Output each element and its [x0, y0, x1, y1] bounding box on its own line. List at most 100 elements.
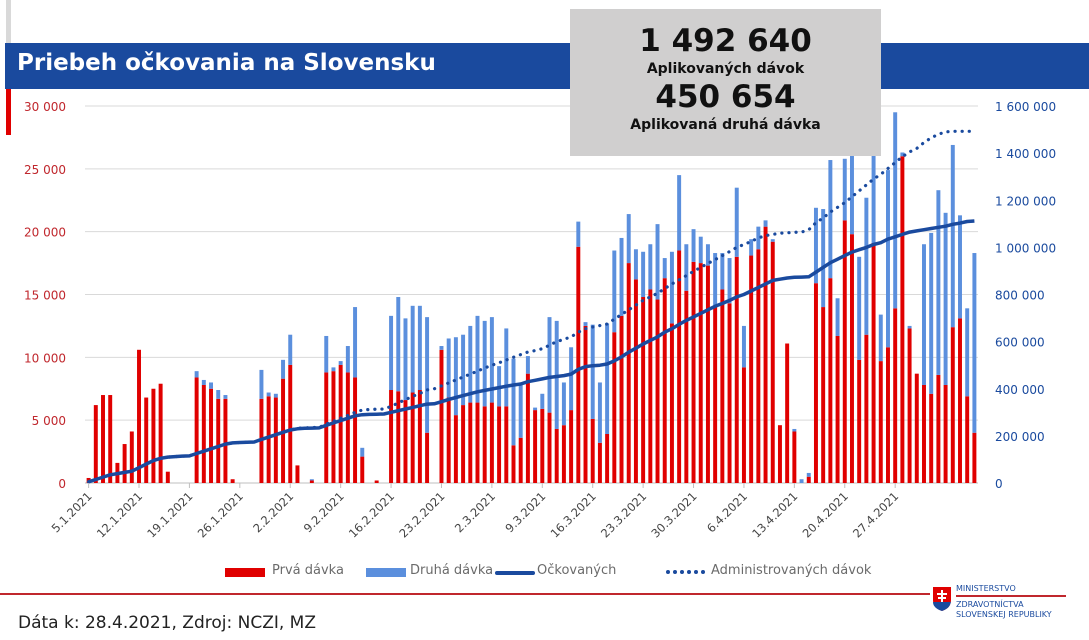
legend-swatch-second-dose [366, 568, 406, 577]
bar-second-dose [576, 221, 581, 247]
bar-first-dose [864, 334, 869, 483]
ministry-logo: MINISTERSTVO ZDRAVOTNÍCTVA SLOVENSKEJ RE… [930, 582, 1089, 619]
bar-second-dose [720, 253, 725, 290]
bar-second-dose [936, 190, 941, 375]
bar-second-dose [749, 239, 754, 256]
bar-second-dose [561, 382, 566, 426]
bar-first-dose [540, 408, 545, 483]
right-axis-tick-label: 600 000 [995, 336, 1045, 350]
total-doses-label: Aplikovaných dávok [646, 61, 805, 77]
left-axis-tick-label: 15 000 [24, 289, 66, 303]
bar-first-dose [972, 432, 977, 483]
bar-first-dose [194, 377, 199, 483]
bar-first-dose [410, 392, 415, 483]
logo-line-1: MINISTERSTVO [956, 584, 1016, 593]
right-axis-tick-label: 800 000 [995, 289, 1045, 303]
bar-first-dose [576, 246, 581, 483]
bar-second-dose [266, 392, 271, 397]
bar-first-dose [929, 393, 934, 483]
bar-first-dose [727, 303, 732, 483]
right-axis-tick-label: 1 200 000 [995, 194, 1056, 208]
bar-first-dose [590, 418, 595, 483]
bar-first-dose [835, 335, 840, 483]
bar-second-dose [741, 325, 746, 368]
bar-second-dose [453, 337, 458, 416]
bar-first-dose [209, 388, 214, 483]
x-tick-label: 9.2.2021 [301, 489, 347, 535]
right-axis-tick-label: 1 600 000 [995, 100, 1056, 114]
bar-second-dose [504, 328, 509, 407]
bar-second-dose [713, 253, 718, 308]
page-title: Priebeh očkovania na Slovensku [17, 50, 436, 76]
bar-first-dose [806, 476, 811, 483]
x-axis-labels: 5.1.2021 12.1.2021 19.1.2021 26.1.2021 2.2.2… [49, 483, 901, 541]
bar-first-dose [360, 456, 365, 483]
left-axis-labels: 0 5 000 10 000 15 000 20 000 25 000 30 000 [24, 100, 66, 491]
bar-first-dose [165, 471, 170, 483]
bar-first-dose [741, 367, 746, 483]
x-tick-label: 13.4.2021 [749, 489, 800, 540]
bar-first-dose [396, 391, 401, 483]
decorative-red-bar [6, 89, 11, 135]
bar-second-dose [619, 237, 624, 316]
bar-second-dose [540, 393, 545, 409]
bar-first-dose [893, 308, 898, 483]
x-tick-label: 26.1.2021 [195, 489, 246, 540]
bar-second-dose [489, 317, 494, 403]
right-axis-tick-label: 1 400 000 [995, 147, 1056, 161]
bar-first-dose [475, 402, 480, 483]
bar-first-dose [144, 397, 149, 483]
bar-first-dose [331, 371, 336, 483]
bar-first-dose [417, 390, 422, 483]
bar-second-dose [511, 358, 516, 446]
x-tick-label: 6.4.2021 [704, 489, 750, 535]
bar-second-dose [612, 250, 617, 333]
bar-second-dose [929, 232, 934, 394]
bar-second-dose [626, 214, 631, 264]
bar-second-dose [482, 320, 487, 407]
bar-first-dose [914, 373, 919, 483]
bar-second-dose [569, 347, 574, 411]
bar-second-dose [849, 137, 854, 235]
bar-first-dose [770, 241, 775, 483]
bar-second-dose [410, 305, 415, 393]
bar-first-dose [965, 396, 970, 483]
bar-second-dose [828, 160, 833, 279]
bar-second-dose [518, 384, 523, 438]
bar-second-dose [950, 144, 955, 328]
right-axis-tick-label: 0 [995, 477, 1003, 491]
bar-second-dose [871, 97, 876, 243]
bar-second-dose [813, 207, 818, 284]
right-axis-tick-label: 200 000 [995, 430, 1045, 444]
bar-second-dose [907, 325, 912, 329]
left-axis-tick-label: 10 000 [24, 351, 66, 365]
bar-first-dose [648, 289, 653, 483]
x-tick-label: 9.3.2021 [502, 489, 548, 535]
bar-first-dose [713, 307, 718, 483]
x-tick-label: 12.1.2021 [94, 489, 145, 540]
bar-first-dose [389, 390, 394, 483]
bar-first-dose [288, 364, 293, 483]
bar-first-dose [792, 431, 797, 483]
bar-first-dose [785, 343, 790, 483]
bar-first-dose [821, 307, 826, 483]
bar-second-dose [835, 298, 840, 336]
bar-first-dose [907, 328, 912, 483]
x-tick-label: 2.2.2021 [250, 489, 296, 535]
bar-first-dose [900, 156, 905, 483]
left-axis-tick-label: 5 000 [32, 414, 66, 428]
bar-second-dose [583, 322, 588, 326]
line-administered-doses [86, 129, 977, 484]
bar-second-dose [648, 244, 653, 290]
bar-first-dose [230, 479, 235, 483]
right-axis-tick-label: 400 000 [995, 383, 1045, 397]
bar-second-dose [734, 187, 739, 257]
bar-second-dose [403, 318, 408, 401]
bar-first-dose [425, 432, 430, 483]
bar-second-dose [770, 239, 775, 242]
left-axis-tick-label: 30 000 [24, 100, 66, 114]
bar-first-dose [936, 374, 941, 483]
bar-second-dose [900, 152, 905, 157]
bar-first-dose [633, 279, 638, 483]
bar-first-dose [137, 349, 141, 483]
